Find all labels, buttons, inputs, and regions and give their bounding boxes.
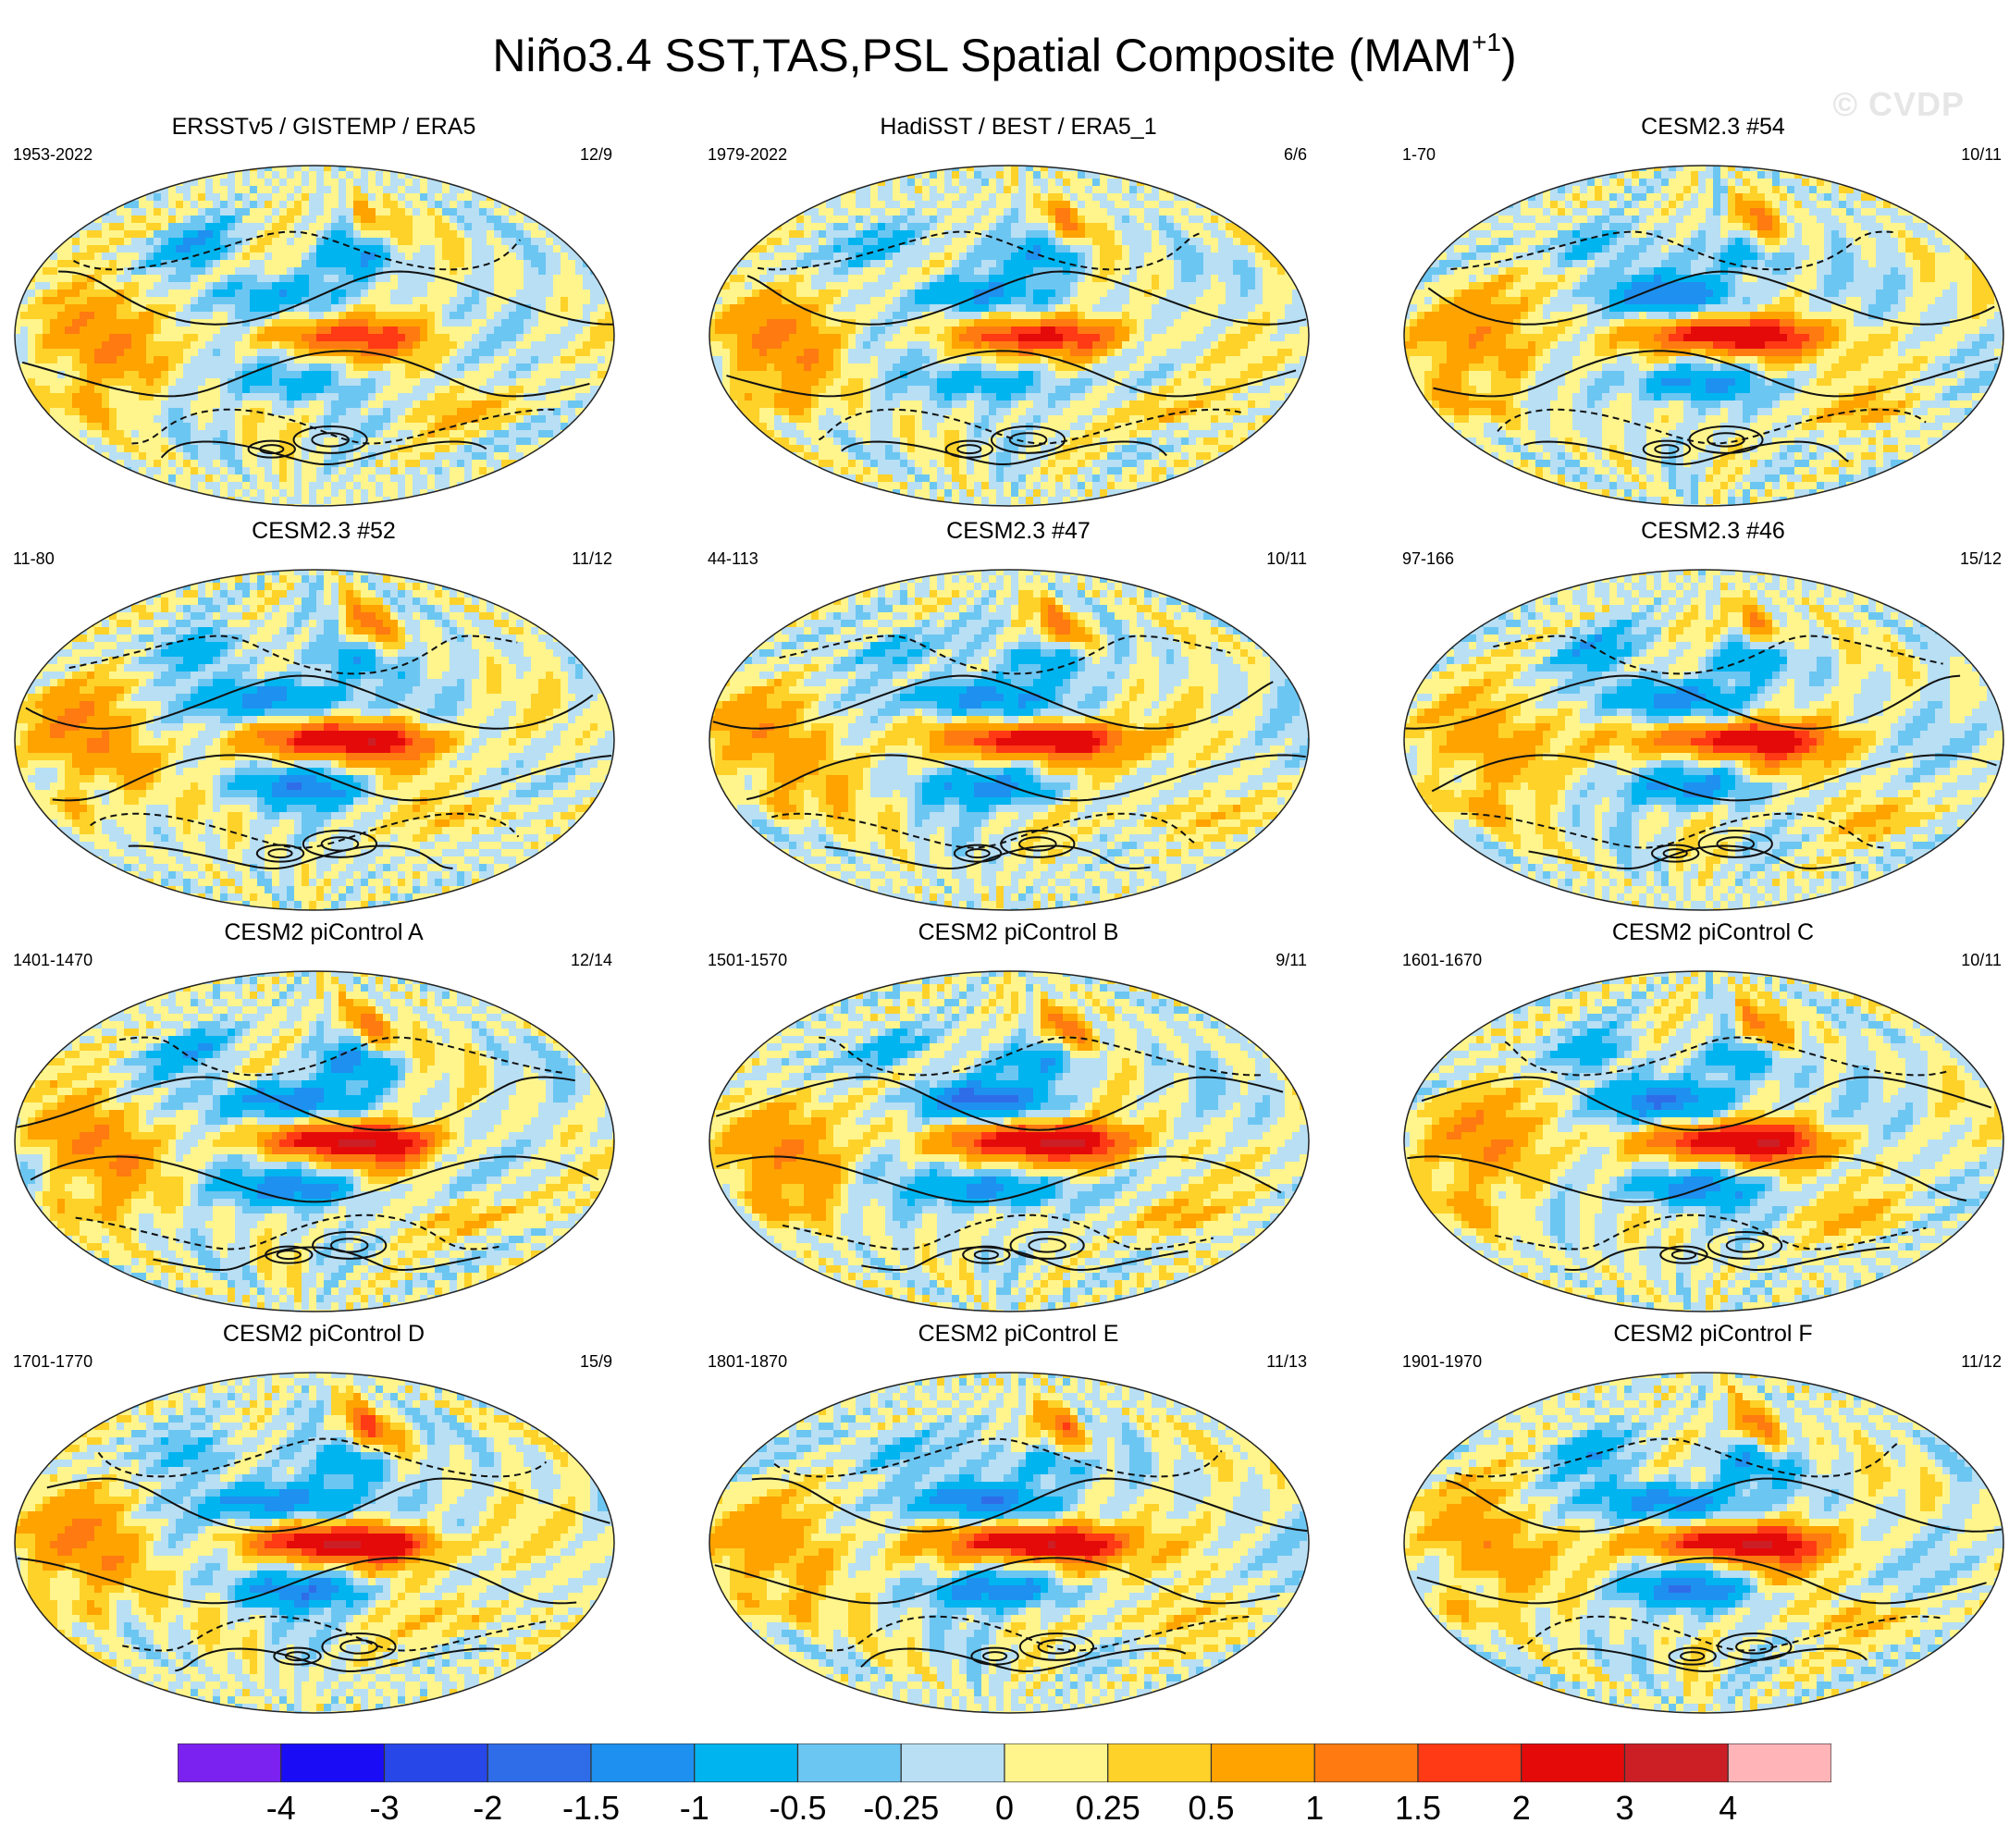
panel-period: 1401-1470 (13, 950, 92, 970)
panel-event-count: 12/14 (571, 950, 612, 970)
map-shading (1403, 1372, 2004, 1714)
map-panel: CESM2 piControl F 1901-1970 11/12 (1389, 1320, 2009, 1718)
panel-event-count: 11/12 (1961, 1351, 2002, 1372)
panel-title: CESM2 piControl C (1389, 918, 2009, 946)
colorbar-swatch (796, 1743, 902, 1782)
map-shading (14, 1372, 615, 1714)
map-shading (709, 970, 1310, 1312)
map-shading (1403, 970, 2004, 1312)
colorbar-swatch (383, 1743, 488, 1782)
map-shading (14, 569, 615, 911)
map-panel: CESM2 piControl A 1401-1470 12/14 (0, 918, 647, 1316)
colorbar-swatch (590, 1743, 696, 1782)
watermark: © CVDP (1832, 85, 1965, 124)
colorbar-swatch (1727, 1743, 1831, 1782)
colorbar (178, 1743, 1831, 1782)
map-shading (709, 1372, 1310, 1714)
colorbar-tick-label: 0.25 (1076, 1790, 1140, 1827)
panel-period: 1601-1670 (1402, 950, 1482, 970)
panel-title: CESM2 piControl D (0, 1320, 647, 1348)
panel-event-count: 9/11 (1276, 950, 1307, 970)
colorbar-swatch (1107, 1743, 1213, 1782)
panel-title: ERSSTv5 / GISTEMP / ERA5 (0, 113, 647, 141)
main-title-end: ) (1501, 30, 1517, 81)
colorbar-swatch (1521, 1743, 1626, 1782)
panel-period: 1901-1970 (1402, 1351, 1482, 1372)
map-shading (1403, 165, 2004, 507)
colorbar-tick-label: 0 (995, 1790, 1014, 1827)
panel-event-count: 12/9 (580, 144, 612, 165)
colorbar-tick-label: -3 (369, 1790, 399, 1827)
colorbar-tick-label: 0.5 (1188, 1790, 1234, 1827)
colorbar-swatch (280, 1743, 386, 1782)
panel-period: 1-70 (1402, 144, 1436, 165)
colorbar-tick-label: 2 (1512, 1790, 1531, 1827)
map-panel: CESM2.3 #46 97-166 15/12 (1389, 517, 2009, 915)
map-panel: CESM2.3 #47 44-113 10/11 (695, 517, 1342, 915)
panel-title: HadiSST / BEST / ERA5_1 (695, 113, 1342, 141)
panel-event-count: 6/6 (1284, 144, 1307, 165)
panel-period: 11-80 (13, 548, 55, 569)
panel-event-count: 15/9 (580, 1351, 612, 1372)
colorbar-swatch (1417, 1743, 1522, 1782)
colorbar-swatch (487, 1743, 592, 1782)
colorbar-swatch (1623, 1743, 1729, 1782)
main-title-text: Niño3.4 SST,TAS,PSL Spatial Composite (M… (492, 30, 1472, 81)
colorbar-tick-label: -4 (266, 1790, 296, 1827)
colorbar-swatch (1313, 1743, 1419, 1782)
panel-event-count: 10/11 (1961, 950, 2002, 970)
panel-title: CESM2 piControl E (695, 1320, 1342, 1348)
colorbar-swatch (178, 1743, 282, 1782)
panel-period: 44-113 (708, 548, 758, 569)
panel-event-count: 15/12 (1960, 548, 2002, 569)
colorbar-swatch (900, 1743, 1005, 1782)
map-shading (14, 165, 615, 507)
panel-title: CESM2.3 #46 (1389, 517, 2009, 545)
panel-event-count: 10/11 (1961, 144, 2002, 165)
colorbar-swatch (1210, 1743, 1315, 1782)
panel-title: CESM2 piControl A (0, 918, 647, 946)
map-shading (14, 970, 615, 1312)
map-panel: ERSSTv5 / GISTEMP / ERA5 1953-2022 12/9 (0, 113, 647, 511)
map-panel: HadiSST / BEST / ERA5_1 1979-2022 6/6 (695, 113, 1342, 511)
map-panel: CESM2 piControl B 1501-1570 9/11 (695, 918, 1342, 1316)
map-panel: CESM2 piControl C 1601-1670 10/11 (1389, 918, 2009, 1316)
map-panel: CESM2.3 #52 11-80 11/12 (0, 517, 647, 915)
panel-period: 1701-1770 (13, 1351, 92, 1372)
panel-title: CESM2.3 #52 (0, 517, 647, 545)
colorbar-tick-label: -2 (473, 1790, 502, 1827)
panel-period: 97-166 (1402, 548, 1454, 569)
map-panel: CESM2 piControl E 1801-1870 11/13 (695, 1320, 1342, 1718)
colorbar-swatch (1004, 1743, 1109, 1782)
colorbar-tick-label: -1 (680, 1790, 709, 1827)
panel-title: CESM2.3 #54 (1389, 113, 2009, 141)
panel-period: 1801-1870 (708, 1351, 787, 1372)
colorbar-tick-label: -0.25 (863, 1790, 939, 1827)
colorbar-tick-label: 3 (1615, 1790, 1633, 1827)
map-panel: CESM2 piControl D 1701-1770 15/9 (0, 1320, 647, 1718)
panel-period: 1979-2022 (708, 144, 787, 165)
map-panel: CESM2.3 #54 1-70 10/11 (1389, 113, 2009, 511)
panel-title: CESM2.3 #47 (695, 517, 1342, 545)
colorbar-tick-label: -0.5 (769, 1790, 826, 1827)
map-shading (709, 569, 1310, 911)
panel-title: CESM2 piControl B (695, 918, 1342, 946)
colorbar-swatch (694, 1743, 799, 1782)
main-title-superscript: +1 (1472, 28, 1501, 56)
panel-period: 1953-2022 (13, 144, 92, 165)
colorbar-tick-label: -1.5 (562, 1790, 620, 1827)
main-title: Niño3.4 SST,TAS,PSL Spatial Composite (M… (0, 28, 2009, 83)
panel-title: CESM2 piControl F (1389, 1320, 2009, 1348)
panel-event-count: 11/13 (1266, 1351, 1307, 1372)
panel-event-count: 10/11 (1266, 548, 1307, 569)
colorbar-tick-label: 1.5 (1395, 1790, 1441, 1827)
map-shading (1403, 569, 2004, 911)
map-shading (709, 165, 1310, 507)
colorbar-tick-label: 4 (1719, 1790, 1737, 1827)
panel-event-count: 11/12 (572, 548, 612, 569)
colorbar-tick-labels: -4 -3 -2 -1.5 -1 -0.5 -0.25 0 0.25 0.5 1 1.5 2 3 4 (0, 1790, 2009, 1827)
colorbar-tick-label: 1 (1305, 1790, 1324, 1827)
panel-period: 1501-1570 (708, 950, 787, 970)
